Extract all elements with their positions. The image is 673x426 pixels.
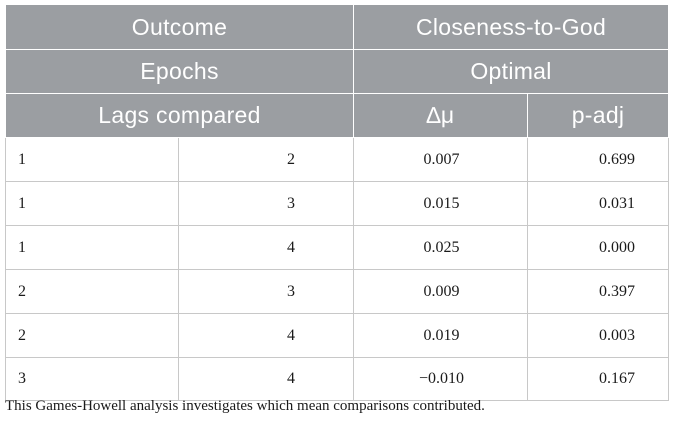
delta-mu-cell: 0.019 [353, 313, 529, 358]
lag-b-cell: 4 [177, 225, 355, 270]
lag-b-cell: 4 [177, 357, 355, 401]
table-body: 1 2 0.007 0.699 1 3 0.015 0.031 1 4 0.02… [5, 137, 670, 401]
table-footnote: This Games-Howell analysis investigates … [5, 398, 485, 414]
lag-b-cell: 4 [177, 313, 355, 358]
table-row: 1 2 0.007 0.699 [5, 137, 670, 182]
lags-compared-header: Lags compared [4, 93, 355, 138]
outcome-value: Closeness-to-God [353, 5, 670, 50]
lag-a-cell: 2 [5, 269, 179, 314]
lag-a-cell: 1 [5, 225, 179, 270]
lag-b-cell: 2 [177, 137, 355, 182]
games-howell-table: Outcome Closeness-to-God Epochs Optimal … [4, 5, 670, 401]
lag-b-cell: 3 [177, 269, 355, 314]
table-row: 1 4 0.025 0.000 [5, 225, 670, 270]
table-row: 1 3 0.015 0.031 [5, 181, 670, 226]
p-adj-cell: 0.397 [527, 269, 670, 314]
table-row: 2 3 0.009 0.397 [5, 269, 670, 314]
p-adj-cell: 0.699 [527, 137, 670, 182]
epochs-value: Optimal [353, 49, 670, 94]
lag-a-cell: 3 [5, 357, 179, 401]
header-row-columns: Lags compared ∆μ p-adj [4, 93, 670, 138]
table-header: Outcome Closeness-to-God Epochs Optimal … [4, 5, 670, 138]
delta-mu-cell: −0.010 [353, 357, 529, 401]
results-table-container: Outcome Closeness-to-God Epochs Optimal … [4, 5, 670, 401]
table-row: 2 4 0.019 0.003 [5, 313, 670, 358]
table-row: 3 4 −0.010 0.167 [5, 357, 670, 401]
p-adj-cell: 0.167 [527, 357, 670, 401]
epochs-label: Epochs [4, 49, 355, 94]
delta-mu-cell: 0.009 [353, 269, 529, 314]
lag-a-cell: 1 [5, 137, 179, 182]
lag-a-cell: 1 [5, 181, 179, 226]
lag-a-cell: 2 [5, 313, 179, 358]
p-adj-cell: 0.000 [527, 225, 670, 270]
outcome-label: Outcome [4, 5, 355, 50]
delta-mu-cell: 0.007 [353, 137, 529, 182]
p-adj-header: p-adj [527, 93, 670, 138]
delta-mu-cell: 0.025 [353, 225, 529, 270]
header-row-outcome: Outcome Closeness-to-God [4, 5, 670, 50]
delta-mu-cell: 0.015 [353, 181, 529, 226]
p-adj-cell: 0.031 [527, 181, 670, 226]
delta-mu-header: ∆μ [353, 93, 529, 138]
header-row-epochs: Epochs Optimal [4, 49, 670, 94]
lag-b-cell: 3 [177, 181, 355, 226]
p-adj-cell: 0.003 [527, 313, 670, 358]
